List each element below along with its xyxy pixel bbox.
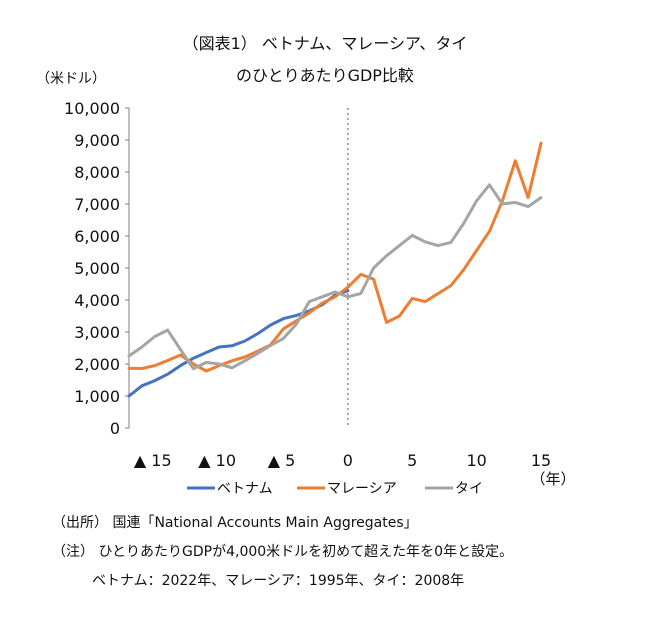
line-chart: 0 1,000 2,000 3,000 4,000 5,000 6,000 7,000 8,00… bbox=[64, 99, 575, 497]
x-tick-label: 15 bbox=[531, 451, 551, 470]
y-tick-label: 7,000 bbox=[74, 195, 120, 214]
y-tick-label: 8,000 bbox=[74, 163, 120, 182]
y-tick-label: 9,000 bbox=[74, 131, 120, 150]
y-tick-label: 0 bbox=[110, 419, 120, 438]
x-tick-label: 5 bbox=[407, 451, 417, 470]
y-tick-label: 6,000 bbox=[74, 227, 120, 246]
legend-label-vn: ベトナム bbox=[217, 481, 273, 497]
series-line-thailand bbox=[127, 183, 543, 371]
x-tick-label: ▲ 15 bbox=[134, 451, 172, 470]
chart-title-line2: のひとりあたりGDP比較 bbox=[236, 66, 414, 85]
source-note: （出所） 国連「National Accounts Main Aggregate… bbox=[52, 515, 418, 531]
legend-label-my: マレーシア bbox=[327, 481, 397, 497]
chart-title-line1: （図表1） ベトナム、マレーシア、タイ bbox=[182, 34, 468, 53]
x-tick-label: ▲ 10 bbox=[198, 451, 236, 470]
y-tick-label: 5,000 bbox=[74, 259, 120, 278]
y-tick-label: 3,000 bbox=[74, 323, 120, 342]
y-tick-label: 1,000 bbox=[74, 387, 120, 406]
series-line-vietnam bbox=[127, 289, 350, 398]
footnote-base-years: ベトナム：2022年、マレーシア：1995年、タイ：2008年 bbox=[92, 573, 465, 589]
y-tick-label: 2,000 bbox=[74, 355, 120, 374]
x-tick-label: 10 bbox=[466, 451, 486, 470]
legend-label-th: タイ bbox=[455, 481, 483, 497]
series-line-malaysia bbox=[127, 141, 543, 373]
x-tick-label: 0 bbox=[343, 451, 353, 470]
x-tick-label: ▲ 5 bbox=[268, 451, 296, 470]
y-tick-label: 10,000 bbox=[64, 99, 120, 118]
y-axis-unit-label: （米ドル） bbox=[36, 71, 106, 87]
y-tick-label: 4,000 bbox=[74, 291, 120, 310]
footnote-definition: （注） ひとりあたりGDPが4,000米ドルを初めて超えた年を0年と設定。 bbox=[52, 544, 514, 560]
x-axis-unit-label: （年） bbox=[530, 470, 575, 488]
